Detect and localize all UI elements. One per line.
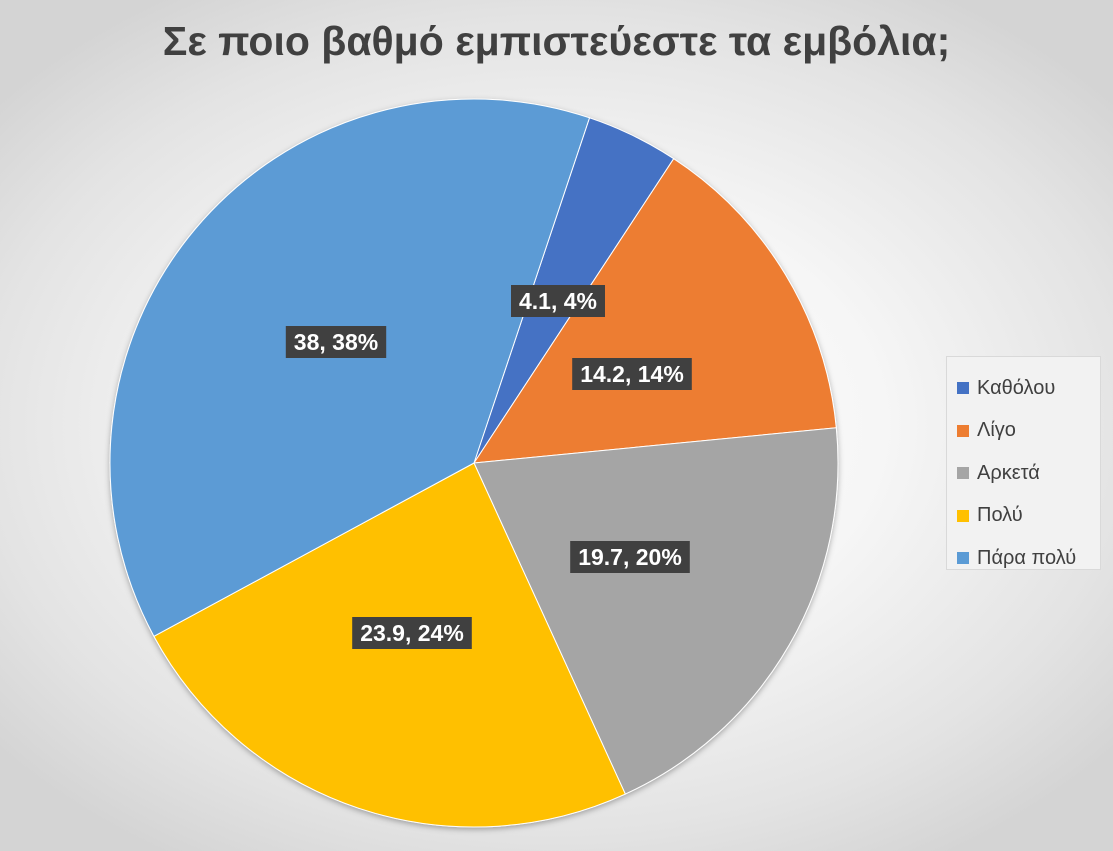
data-label-λίγο: 14.2, 14%: [572, 358, 692, 390]
legend-label: Λίγο: [977, 419, 1016, 442]
legend-label: Πάρα πολύ: [977, 546, 1077, 569]
pie-slice-πάρα-πολύ: [109, 98, 591, 638]
data-label-text: 4.1, 4%: [519, 288, 597, 314]
legend-label: Αρκετά: [977, 461, 1040, 484]
pie-data-labels: 4.1, 4% 14.2, 14% 19.7, 20% 23.9, 24% 38, 38…: [285, 285, 692, 649]
legend-item-λίγο: Λίγο: [957, 410, 1100, 453]
data-label-text: 19.7, 20%: [578, 544, 682, 570]
data-label-text: 14.2, 14%: [580, 361, 684, 387]
data-label-καθόλου: 4.1, 4%: [511, 285, 605, 317]
legend-item-πολύ: Πολύ: [957, 495, 1100, 538]
data-label-box: [572, 358, 692, 390]
legend: Καθόλου Λίγο Αρκετά Πολύ Πάρα πολύ: [946, 356, 1101, 570]
pie-slice-αρκετά: [473, 427, 839, 795]
legend-swatch: [957, 467, 969, 480]
pie-slices: [109, 98, 839, 828]
data-label-αρκετά: 19.7, 20%: [570, 541, 690, 573]
data-label-text: 23.9, 24%: [360, 620, 464, 646]
legend-swatch: [957, 424, 969, 437]
data-label-box: [511, 285, 605, 317]
data-label-πολύ: 23.9, 24%: [352, 617, 472, 649]
legend-label: Πολύ: [977, 504, 1023, 527]
pie-slice-λίγο: [473, 157, 837, 464]
chart-title: Σε ποιο βαθμό εμπιστεύεστε τα εμβόλια;: [162, 18, 951, 64]
data-label-box: [352, 617, 472, 649]
data-label-text: 38, 38%: [294, 329, 378, 355]
data-label-πάρα-πολύ: 38, 38%: [285, 326, 387, 358]
legend-swatch: [957, 382, 969, 395]
legend-swatch: [957, 509, 969, 522]
legend-swatch: [957, 552, 969, 565]
legend-item-αρκετά: Αρκετά: [957, 452, 1100, 495]
legend-item-καθόλου: Καθόλου: [957, 367, 1100, 410]
data-label-box: [570, 541, 690, 573]
legend-label: Καθόλου: [977, 376, 1056, 399]
legend-item-πάρα-πολύ: Πάρα πολύ: [957, 537, 1100, 580]
data-label-box: [285, 326, 387, 358]
